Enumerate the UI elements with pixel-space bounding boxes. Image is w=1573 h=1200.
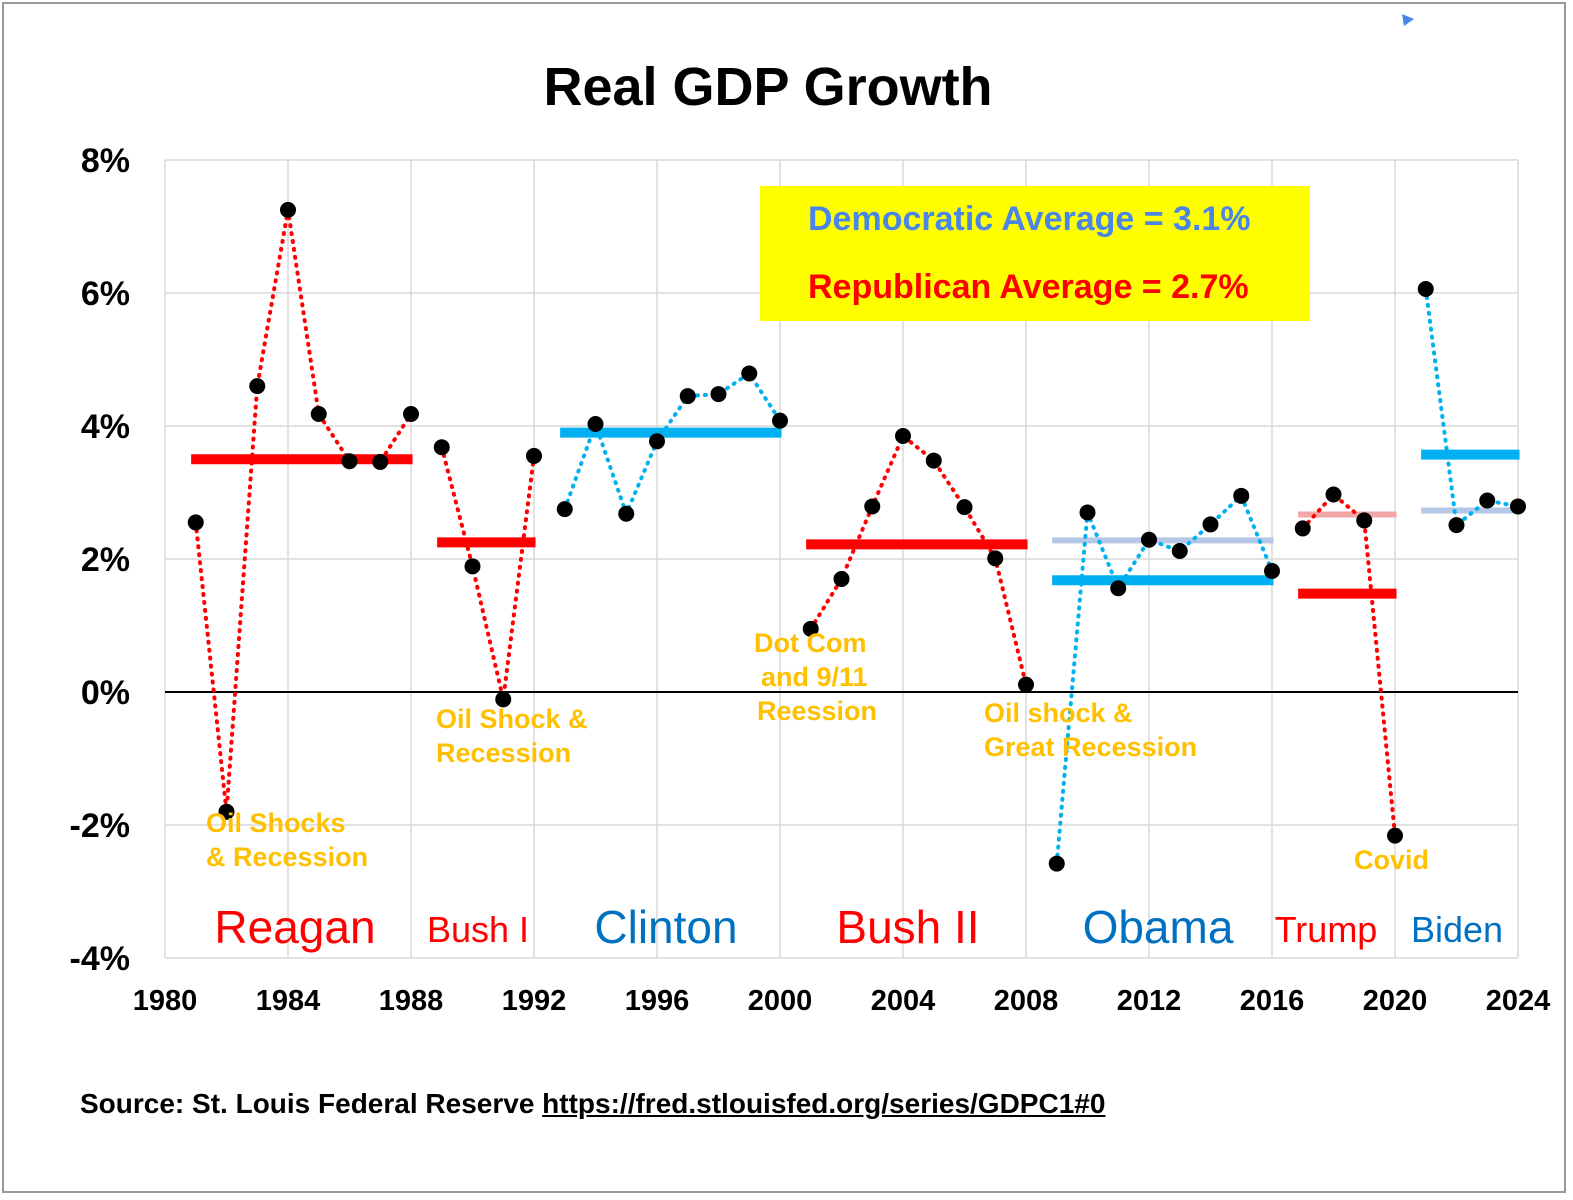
- series-line: [808, 432, 1028, 687]
- annotation-bush1: Oil Shock & Recession: [436, 704, 595, 768]
- x-tick-label: 1996: [625, 985, 690, 1017]
- data-point: [310, 406, 327, 423]
- average-lines: [191, 427, 1520, 599]
- data-point: [987, 550, 1004, 567]
- data-point: [1387, 827, 1403, 844]
- y-tick-label: 0%: [81, 674, 130, 712]
- data-point: [956, 499, 973, 516]
- data-point: [433, 439, 450, 456]
- data-point: [464, 558, 481, 575]
- y-axis-ticks: 8% 6% 4% 2% 0% -2% -4%: [70, 142, 130, 978]
- pointer-arrow-icon: [1402, 14, 1414, 26]
- data-point: [1325, 486, 1342, 503]
- data-point: [280, 201, 296, 218]
- data-point: [403, 406, 419, 423]
- data-point: [1264, 562, 1280, 579]
- chart-title: Real GDP Growth: [543, 57, 992, 117]
- data-point: [1048, 855, 1065, 872]
- annotation-obama: Oil shock & Great Recession: [984, 698, 1197, 762]
- data-point: [618, 505, 635, 522]
- x-tick-label: 2000: [748, 985, 813, 1017]
- label-bush1: Bush I: [427, 909, 529, 950]
- legend-background: [760, 186, 1310, 321]
- x-tick-label: 2004: [871, 985, 936, 1017]
- x-tick-label: 1980: [133, 985, 198, 1017]
- legend-rep-average: Republican Average = 2.7%: [808, 268, 1249, 306]
- series-line: [193, 209, 413, 812]
- data-point: [710, 386, 727, 403]
- annotation-trump: Covid: [1354, 845, 1429, 875]
- label-obama: Obama: [1083, 901, 1234, 953]
- data-point: [1479, 492, 1496, 509]
- series-line: [1054, 492, 1274, 866]
- series-line: [439, 445, 536, 700]
- y-tick-label: 8%: [81, 142, 130, 180]
- data-point: [1356, 512, 1373, 529]
- president-labels: Reagan Bush I Clinton Bush II Obama Trum…: [214, 901, 1503, 953]
- data-point: [772, 412, 788, 429]
- label-biden: Biden: [1411, 909, 1503, 950]
- data-point: [372, 453, 389, 470]
- data-point: [1171, 543, 1188, 560]
- data-point: [526, 447, 542, 464]
- data-point: [833, 570, 850, 587]
- y-tick-label: 6%: [81, 275, 130, 313]
- annotation-reagan: Oil Shocks & Recession: [206, 808, 368, 872]
- data-point: [895, 427, 911, 444]
- source-link[interactable]: https://fred.stlouisfed.org/series/GDPC1…: [542, 1088, 1106, 1119]
- series-line: [562, 370, 782, 520]
- data-points: [187, 201, 1526, 872]
- data-point: [587, 416, 604, 433]
- data-point: [679, 388, 696, 405]
- data-point: [1510, 498, 1526, 515]
- x-tick-label: 1992: [502, 985, 567, 1017]
- x-tick-label: 1984: [256, 985, 321, 1017]
- data-point: [649, 433, 665, 450]
- data-point: [1202, 516, 1219, 533]
- legend-box: Democratic Average = 3.1% Republican Ave…: [760, 186, 1310, 321]
- data-point: [1079, 504, 1096, 521]
- data-point: [249, 378, 266, 395]
- data-point: [1110, 580, 1127, 597]
- data-point: [925, 452, 942, 469]
- source-label: Source: St. Louis Federal Reserve: [80, 1088, 535, 1119]
- data-point: [1141, 531, 1157, 548]
- data-point: [341, 453, 358, 470]
- y-tick-label: 2%: [81, 541, 130, 579]
- label-bush2: Bush II: [836, 901, 979, 953]
- x-tick-label: 2012: [1117, 985, 1182, 1017]
- data-point: [1417, 281, 1434, 298]
- y-tick-label: 4%: [81, 408, 130, 446]
- data-point: [187, 514, 204, 531]
- data-point: [741, 365, 758, 382]
- data-point: [556, 501, 573, 518]
- data-point: [802, 620, 819, 637]
- series-line: [1423, 287, 1520, 529]
- data-point: [218, 803, 235, 820]
- legend-dem-average: Democratic Average = 3.1%: [808, 200, 1251, 238]
- data-point: [1233, 487, 1250, 504]
- annotation-bush2: Dot Com and 9/11 Reession: [754, 628, 877, 726]
- x-tick-label: 2008: [994, 985, 1059, 1017]
- label-reagan: Reagan: [214, 901, 375, 953]
- label-trump: Trump: [1275, 909, 1378, 950]
- source-line: Source: St. Louis Federal Reserve https:…: [80, 1088, 1105, 1120]
- data-point: [864, 498, 881, 515]
- x-tick-label: 2020: [1363, 985, 1428, 1017]
- x-tick-label: 2024: [1486, 985, 1551, 1017]
- x-axis-ticks: 1980 1984 1988 1992 1996 2000 2004 2008 2012 2016…: [133, 985, 1551, 1017]
- y-tick-label: -2%: [70, 807, 130, 845]
- x-tick-label: 1988: [379, 985, 444, 1017]
- data-point: [495, 691, 512, 708]
- data-point: [1018, 676, 1034, 693]
- series-line: [1300, 491, 1397, 838]
- y-tick-label: -4%: [70, 940, 130, 978]
- x-tick-label: 2016: [1240, 985, 1305, 1017]
- label-clinton: Clinton: [594, 901, 737, 953]
- annotations: Oil Shocks & Recession Oil Shock & Reces…: [206, 628, 1429, 875]
- data-point: [1294, 520, 1311, 537]
- data-point: [1448, 517, 1465, 534]
